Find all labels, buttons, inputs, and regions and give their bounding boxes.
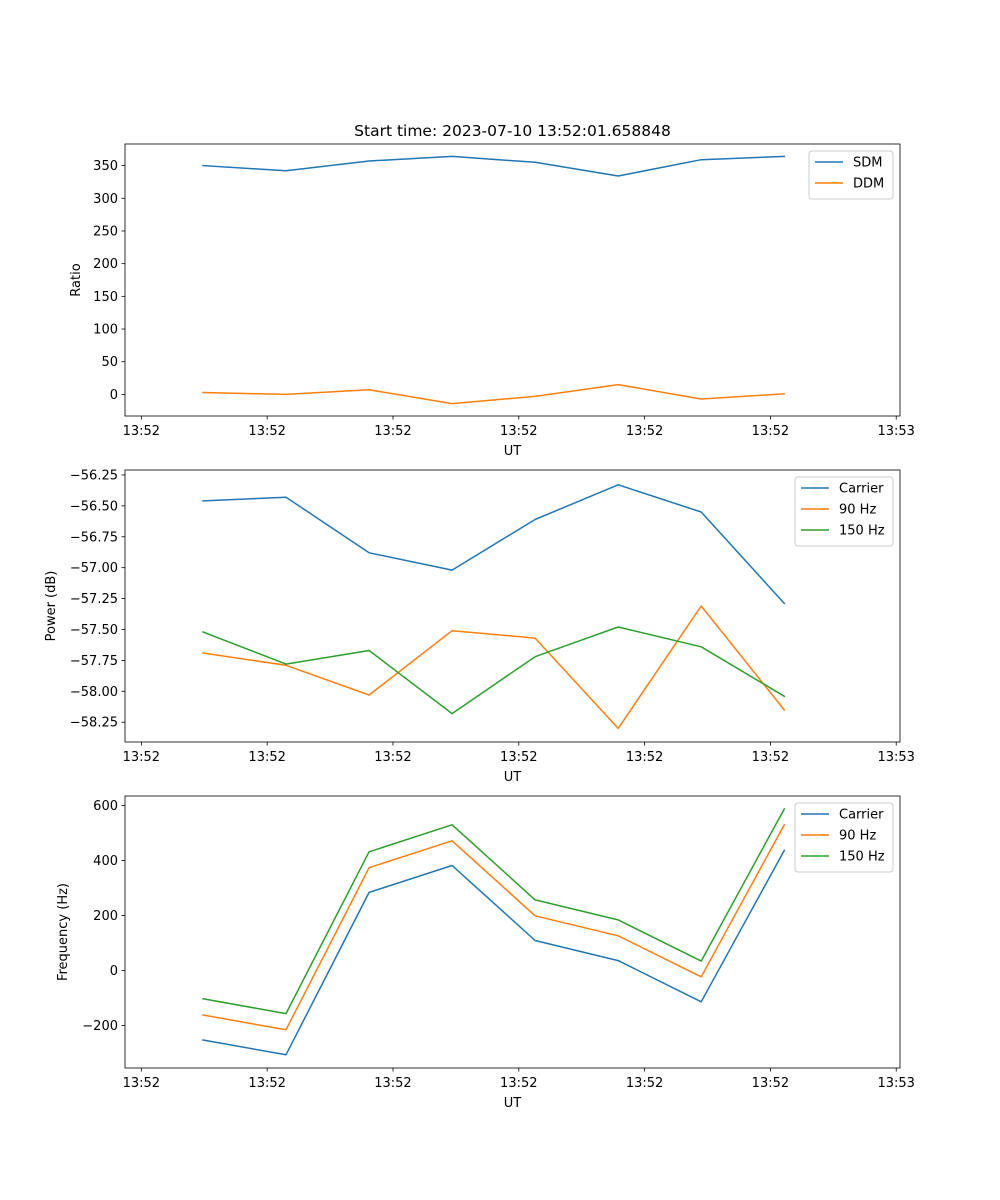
x-tick-label: 13:52 xyxy=(374,1076,411,1091)
y-tick-label: −57.75 xyxy=(70,654,118,669)
y-tick-label: 100 xyxy=(93,323,118,338)
legend: SDM DDM xyxy=(808,150,894,200)
series-line-90-hz xyxy=(202,823,786,1031)
legend-label: 150 Hz xyxy=(839,850,885,865)
x-tick-label: 13:52 xyxy=(374,424,411,439)
series-lines xyxy=(202,484,786,730)
x-tick-label: 13:52 xyxy=(752,750,789,765)
legend-label: DDM xyxy=(853,177,884,192)
x-axis-label: UT xyxy=(504,444,522,459)
x-tick-label: 13:52 xyxy=(500,424,537,439)
y-tick-label: 200 xyxy=(93,909,118,924)
y-axis-label: Ratio xyxy=(69,263,84,296)
chart-title: Start time: 2023-07-10 13:52:01.658848 xyxy=(354,122,671,140)
x-tick-label: 13:52 xyxy=(500,750,537,765)
y-tick-label: 150 xyxy=(93,290,118,305)
legend-box xyxy=(794,802,894,873)
series-lines xyxy=(202,155,786,405)
y-axis-label: Power (dB) xyxy=(44,571,59,642)
series-line-carrier xyxy=(202,484,786,605)
legend-label: 90 Hz xyxy=(839,503,876,518)
legend-box xyxy=(794,476,894,547)
y-tick-label: 200 xyxy=(93,257,118,272)
subplots: 13:52 13:52 13:52 13:52 13:52 13:52 13:53 0 50 10… xyxy=(44,122,915,1111)
y-tick-label: −58.25 xyxy=(70,716,118,731)
x-axis: 13:52 13:52 13:52 13:52 13:52 13:52 13:53 xyxy=(123,742,915,765)
y-tick-label: −56.50 xyxy=(70,499,118,514)
axes-frame xyxy=(124,469,901,743)
x-axis-label: UT xyxy=(504,770,522,785)
x-tick-label: 13:52 xyxy=(123,1076,160,1091)
x-tick-label: 13:52 xyxy=(752,424,789,439)
y-tick-label: −58.00 xyxy=(70,685,118,700)
y-tick-label: −200 xyxy=(82,1019,118,1034)
x-tick-label: 13:53 xyxy=(877,424,914,439)
y-tick-label: 50 xyxy=(101,355,118,370)
y-tick-label: 0 xyxy=(110,964,118,979)
series-line-150-hz xyxy=(202,807,786,1015)
x-tick-label: 13:52 xyxy=(374,750,411,765)
x-axis-label: UT xyxy=(504,1096,522,1111)
x-tick-label: 13:52 xyxy=(123,424,160,439)
axes-frame xyxy=(124,143,901,417)
series-line-sdm xyxy=(202,155,786,177)
y-axis: −200 0 200 400 600 xyxy=(82,799,125,1034)
x-axis: 13:52 13:52 13:52 13:52 13:52 13:52 13:53 xyxy=(123,1068,915,1091)
series-line-150-hz xyxy=(202,626,786,715)
y-tick-label: −56.25 xyxy=(70,468,118,483)
x-axis: 13:52 13:52 13:52 13:52 13:52 13:52 13:53 xyxy=(123,416,915,439)
x-tick-label: 13:52 xyxy=(248,1076,285,1091)
legend: Carrier 90 Hz 150 Hz xyxy=(794,476,894,547)
x-tick-label: 13:52 xyxy=(500,1076,537,1091)
y-tick-label: −56.75 xyxy=(70,530,118,545)
y-tick-label: −57.50 xyxy=(70,623,118,638)
x-tick-label: 13:52 xyxy=(626,750,663,765)
axes-frame xyxy=(124,795,901,1069)
y-tick-label: 350 xyxy=(93,159,118,174)
x-tick-label: 13:52 xyxy=(752,1076,789,1091)
y-tick-label: 400 xyxy=(93,854,118,869)
legend-label: Carrier xyxy=(839,808,884,823)
y-axis: 0 50 100 150 200 250 300 350 xyxy=(93,159,125,403)
series-line-90-hz xyxy=(202,605,786,730)
x-tick-label: 13:52 xyxy=(248,424,285,439)
y-axis-label: Frequency (Hz) xyxy=(56,883,71,981)
x-tick-label: 13:52 xyxy=(626,1076,663,1091)
x-tick-label: 13:52 xyxy=(626,424,663,439)
legend-box xyxy=(808,150,894,200)
subplot-1: 13:52 13:52 13:52 13:52 13:52 13:52 13:53 0 50 10… xyxy=(69,122,915,459)
x-tick-label: 13:53 xyxy=(877,750,914,765)
series-line-ddm xyxy=(202,383,786,405)
y-tick-label: −57.00 xyxy=(70,561,118,576)
y-axis: −56.25 −56.50 −56.75 −57.00 −57.25 −57.50 −57.… xyxy=(70,468,125,731)
legend-label: 150 Hz xyxy=(839,524,885,539)
y-tick-label: 300 xyxy=(93,192,118,207)
legend-label: 90 Hz xyxy=(839,829,876,844)
x-tick-label: 13:53 xyxy=(877,1076,914,1091)
y-tick-label: 600 xyxy=(93,799,118,814)
series-line-carrier xyxy=(202,849,786,1056)
legend-label: SDM xyxy=(853,156,882,171)
y-tick-label: 250 xyxy=(93,224,118,239)
x-tick-label: 13:52 xyxy=(248,750,285,765)
subplot-2: 13:52 13:52 13:52 13:52 13:52 13:52 13:53 −56.2… xyxy=(44,468,915,785)
y-tick-label: −57.25 xyxy=(70,592,118,607)
x-tick-label: 13:52 xyxy=(123,750,160,765)
series-lines xyxy=(202,807,786,1056)
subplot-3: 13:52 13:52 13:52 13:52 13:52 13:52 13:53 −200 0… xyxy=(56,795,915,1111)
legend-label: Carrier xyxy=(839,482,884,497)
legend: Carrier 90 Hz 150 Hz xyxy=(794,802,894,873)
y-tick-label: 0 xyxy=(110,388,118,403)
